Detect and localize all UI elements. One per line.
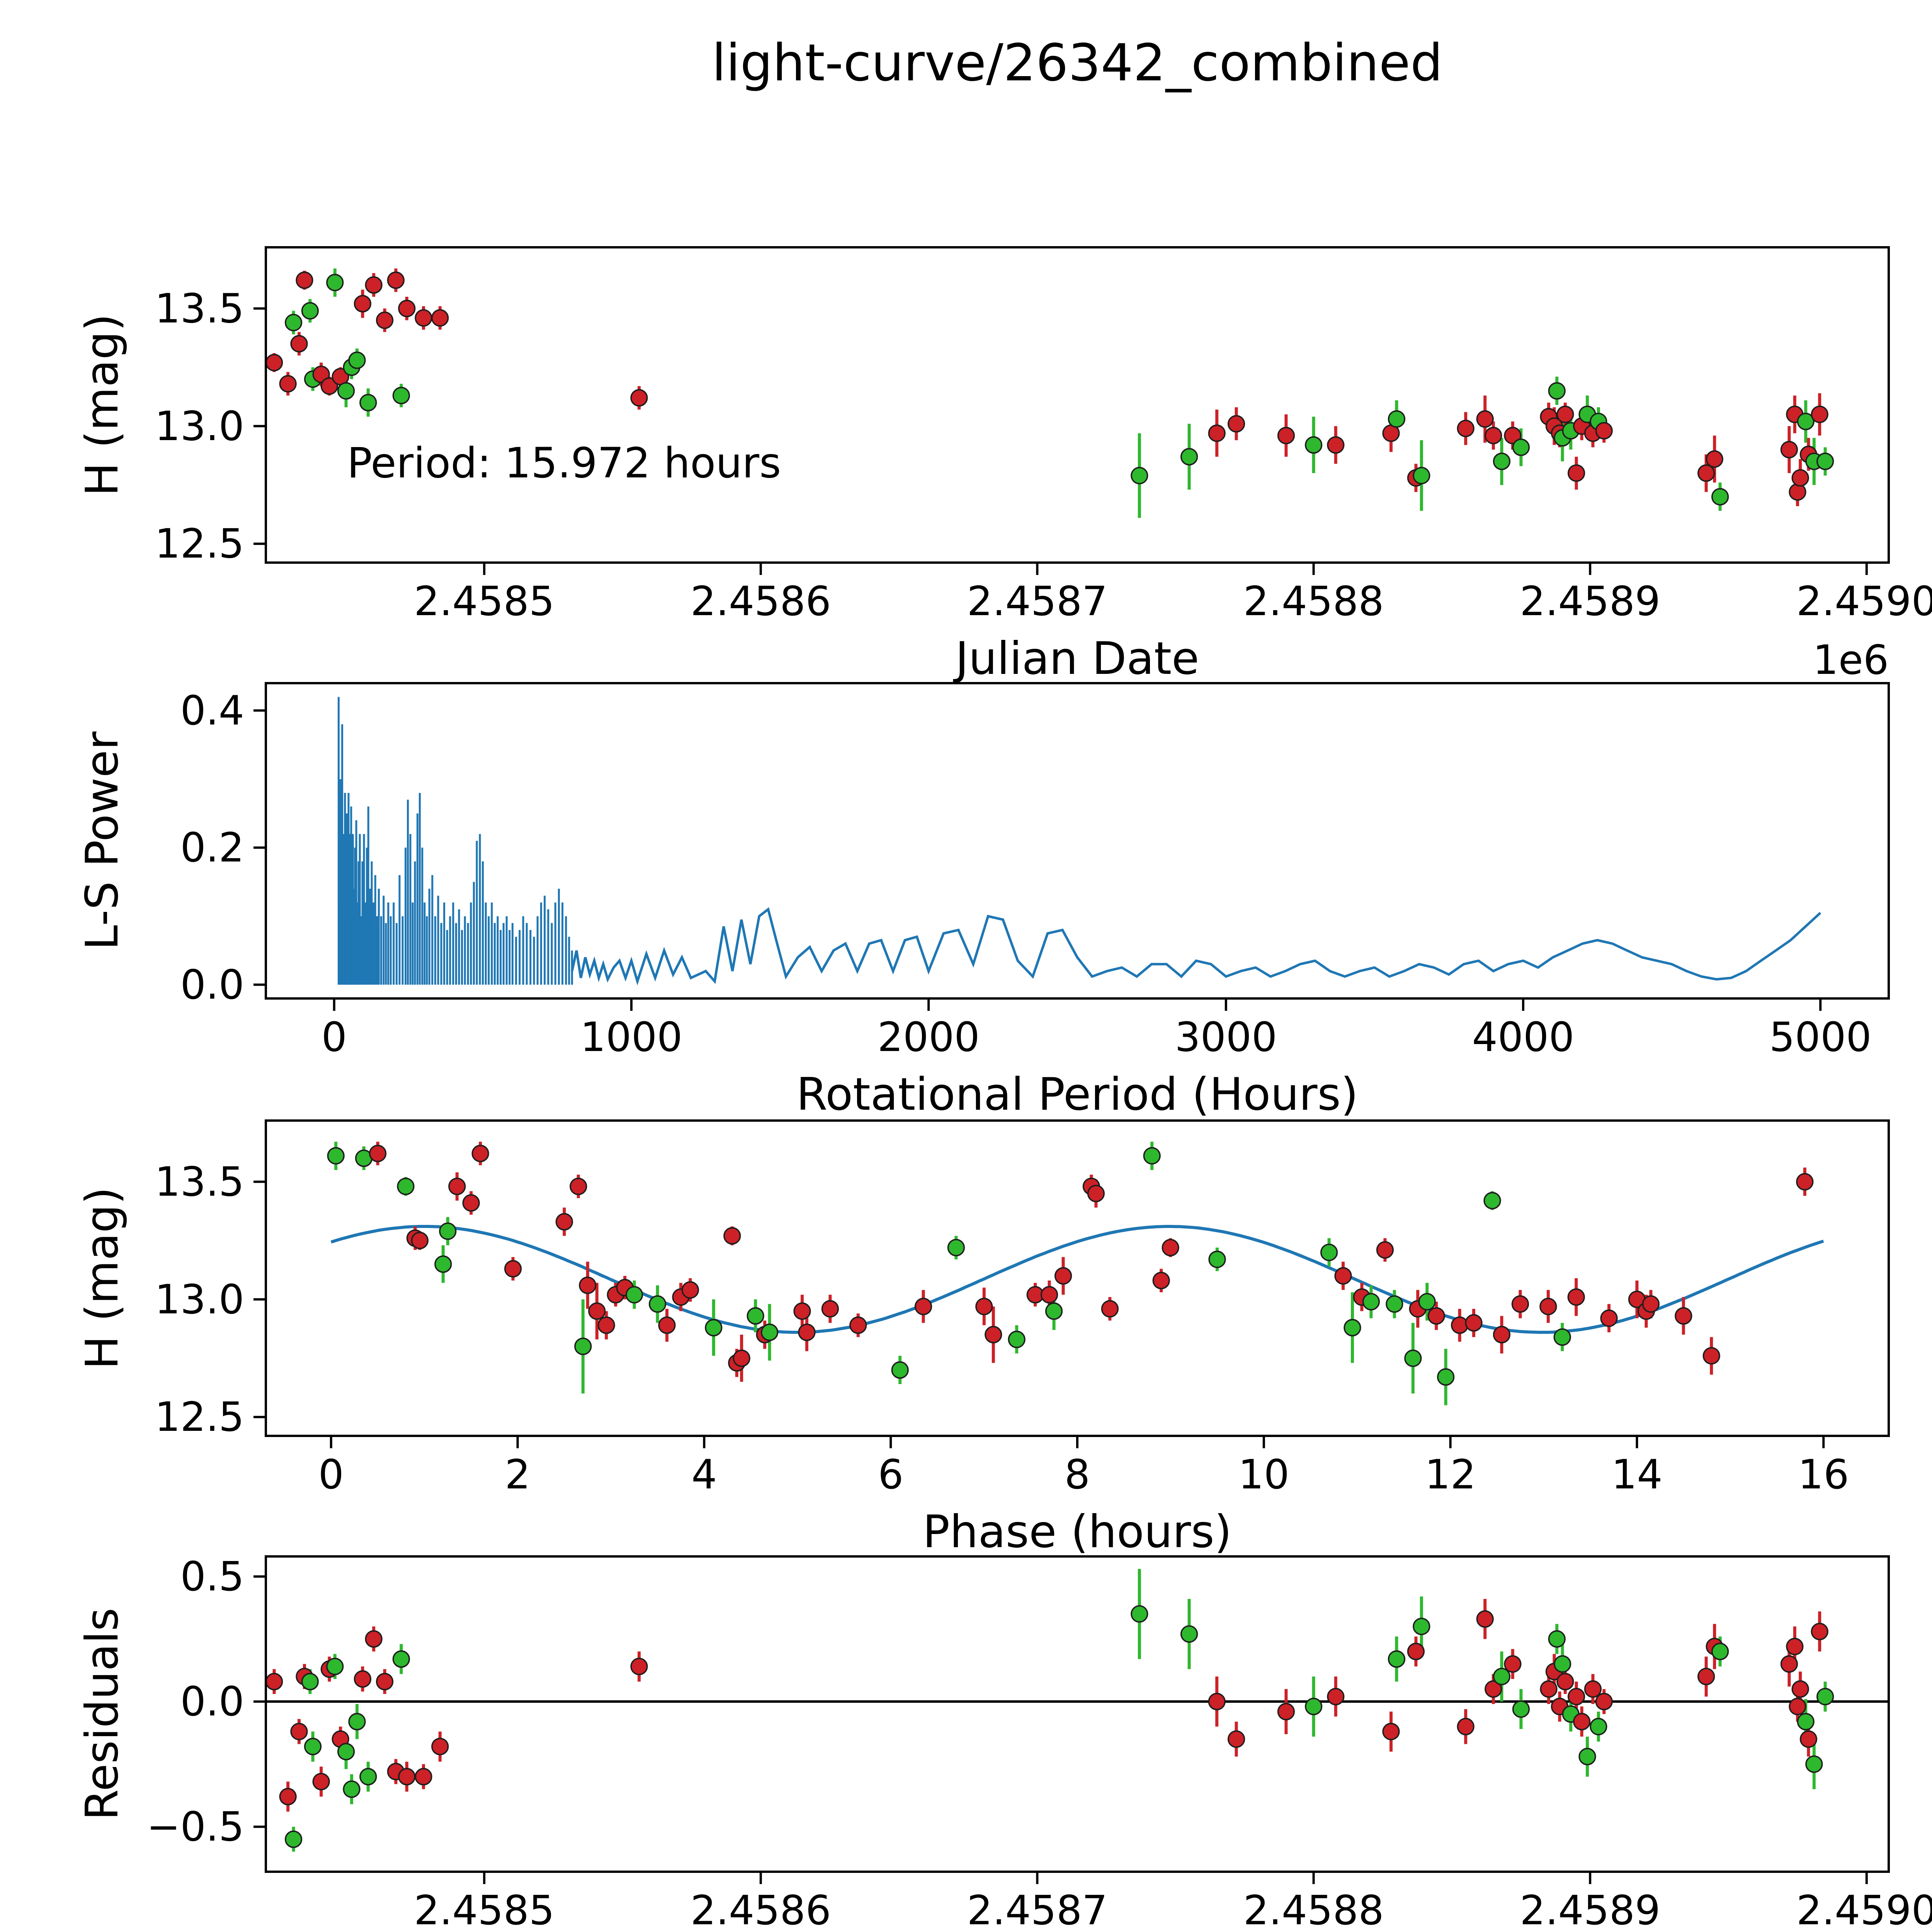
y-tick-label: 0.2 bbox=[180, 824, 244, 871]
errorbar-series bbox=[265, 1569, 1834, 1852]
errorbar-series bbox=[327, 1141, 1814, 1405]
x-tick-label: 12 bbox=[1425, 1451, 1476, 1498]
panel-phase: 0 2 4 6 8 10 12 14 16 12.5 13.0 13.5 Phase (hours) H … bbox=[76, 1119, 1890, 1558]
y-tick-label: 0.0 bbox=[180, 961, 244, 1008]
x-tick-label: 2.4590 bbox=[1796, 1887, 1932, 1932]
x-tick-label: 2.4590 bbox=[1796, 578, 1932, 625]
x-tick-label: 2000 bbox=[878, 1014, 980, 1061]
y-axis-label: H (mag) bbox=[76, 314, 128, 496]
y-axis-label: Residuals bbox=[76, 1608, 128, 1820]
panel-residuals: 2.4585 2.4586 2.4587 2.4588 2.4589 2.4590 −0.5… bbox=[76, 1553, 1932, 1932]
x-tick-label: 2.4585 bbox=[414, 1887, 554, 1932]
x-tick-label: 2.4586 bbox=[690, 1887, 831, 1932]
y-tick-label: 12.5 bbox=[155, 1393, 244, 1440]
x-tick-label: 2.4585 bbox=[414, 578, 554, 625]
x-tick-label: 6 bbox=[878, 1451, 903, 1498]
periodogram-spikes bbox=[337, 697, 573, 985]
axis-offset-label: 1e6 bbox=[1813, 636, 1889, 684]
y-tick-label: −0.5 bbox=[146, 1803, 244, 1850]
x-tick-label: 2.4586 bbox=[690, 578, 831, 625]
y-tick-label: 12.5 bbox=[155, 520, 244, 567]
x-axis-label: Rotational Period (Hours) bbox=[796, 1068, 1358, 1121]
periodogram-curve bbox=[571, 907, 1821, 986]
x-tick-label: 16 bbox=[1798, 1451, 1849, 1498]
axes-spines bbox=[265, 246, 1890, 564]
x-tick-label: 2 bbox=[505, 1451, 531, 1498]
x-axis-label: Phase (hours) bbox=[923, 1506, 1232, 1558]
y-axis-label: L-S Power bbox=[76, 731, 128, 950]
x-axis-label: Julian Date bbox=[953, 633, 1199, 685]
y-tick-label: 0.4 bbox=[180, 687, 244, 734]
y-tick-label: 0.5 bbox=[180, 1553, 244, 1600]
x-tick-label: 2.4588 bbox=[1243, 578, 1384, 625]
x-tick-label: 0 bbox=[318, 1451, 344, 1498]
plots-root: 2.4585 2.4586 2.4587 2.4588 2.4589 2.4590 12.5… bbox=[76, 246, 1932, 1932]
errorbar-series bbox=[265, 268, 1834, 518]
sine-fit-curve bbox=[330, 1225, 1824, 1334]
x-tick-label: 3000 bbox=[1175, 1014, 1277, 1061]
y-axis-label: H (mag) bbox=[76, 1187, 128, 1369]
x-tick-label: 2.4589 bbox=[1520, 1887, 1660, 1932]
x-tick-label: 2.4588 bbox=[1243, 1887, 1384, 1932]
axes-spines bbox=[265, 1555, 1890, 1873]
y-tick-label: 0.0 bbox=[180, 1678, 244, 1725]
x-tick-label: 8 bbox=[1065, 1451, 1090, 1498]
x-tick-label: 5000 bbox=[1769, 1014, 1872, 1061]
x-tick-label: 2.4587 bbox=[967, 1887, 1107, 1932]
x-tick-label: 1000 bbox=[580, 1014, 683, 1061]
panel-periodogram: 0 1000 2000 3000 4000 5000 0.0 0.2 0.4 Rotational… bbox=[76, 682, 1890, 1121]
y-tick-label: 13.0 bbox=[155, 403, 244, 450]
y-tick-label: 13.0 bbox=[155, 1276, 244, 1323]
x-tick-label: 4000 bbox=[1472, 1014, 1575, 1061]
x-tick-label: 2.4587 bbox=[967, 578, 1107, 625]
y-tick-label: 13.5 bbox=[155, 285, 244, 332]
x-tick-label: 0 bbox=[321, 1014, 347, 1061]
figure-title: light-curve/26342_combined bbox=[712, 33, 1442, 93]
panel-lightcurve: 2.4585 2.4586 2.4587 2.4588 2.4589 2.4590 12.5… bbox=[76, 246, 1932, 685]
period-annotation: Period: 15.972 hours bbox=[347, 439, 781, 488]
x-tick-label: 14 bbox=[1611, 1451, 1662, 1498]
x-tick-label: 10 bbox=[1238, 1451, 1289, 1498]
axes-spines bbox=[265, 682, 1890, 1000]
x-tick-label: 4 bbox=[691, 1451, 717, 1498]
x-tick-label: 2.4589 bbox=[1520, 578, 1660, 625]
y-tick-label: 13.5 bbox=[155, 1158, 244, 1205]
